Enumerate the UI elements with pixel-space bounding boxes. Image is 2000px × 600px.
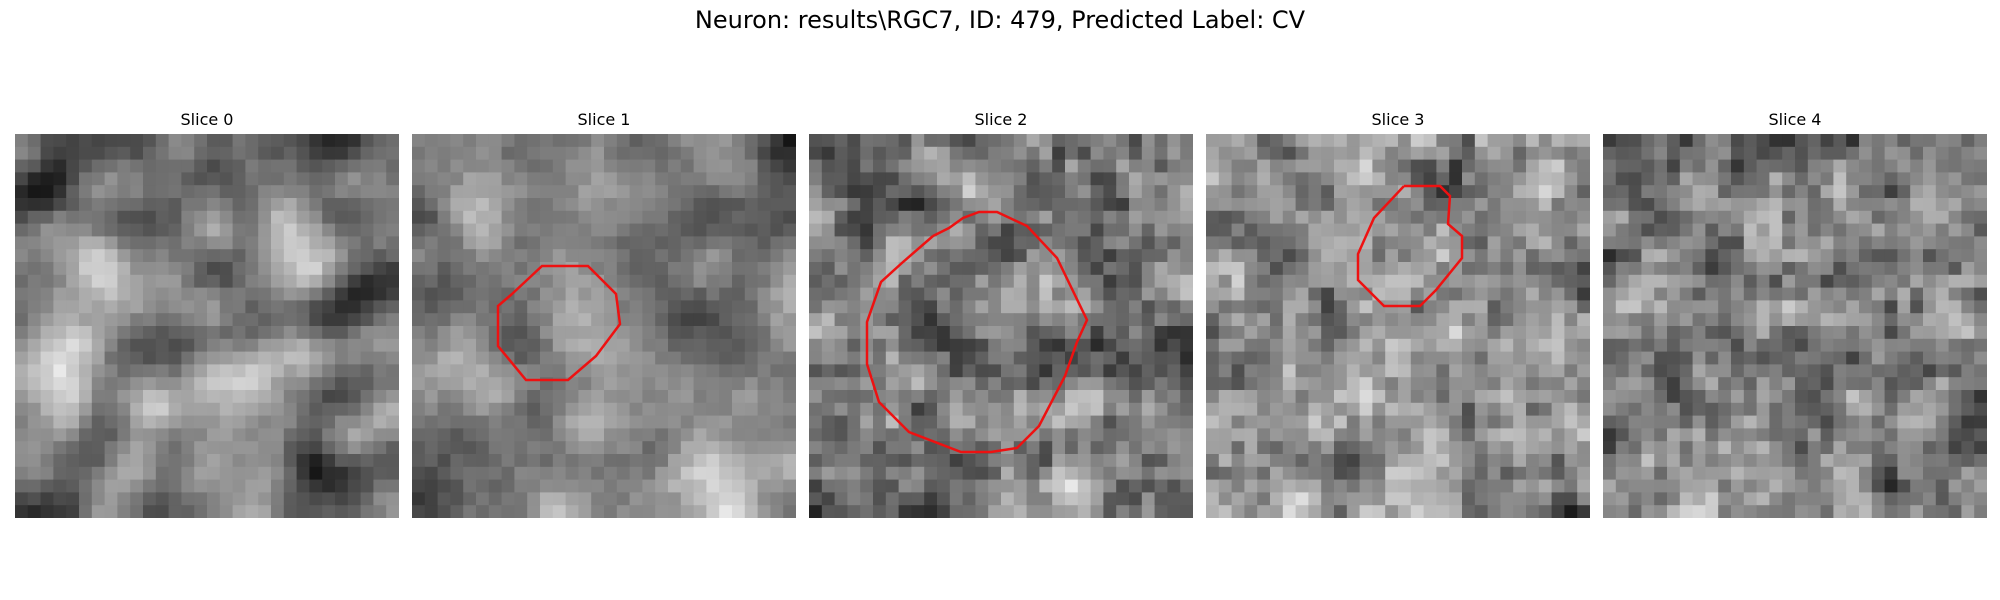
- figure-title: Neuron: results\RGC7, ID: 479, Predicted…: [694, 6, 1306, 34]
- slice-panel-0: Slice 0: [15, 108, 399, 518]
- slice-image: [1603, 134, 1987, 518]
- slice-image: [1206, 134, 1590, 518]
- slice-title: Slice 1: [577, 110, 631, 129]
- slice-title: Slice 4: [1768, 110, 1822, 129]
- slice-title: Slice 3: [1371, 110, 1425, 129]
- slice-panel-3: Slice 3: [1206, 108, 1590, 518]
- slice-title: Slice 2: [974, 110, 1028, 129]
- roi-contour: [865, 210, 1089, 454]
- slice-image: [809, 134, 1193, 518]
- roi-contour: [1356, 184, 1464, 308]
- slice-image: [15, 134, 399, 518]
- slice-image: [412, 134, 796, 518]
- roi-contour: [496, 264, 622, 382]
- slice-title: Slice 0: [180, 110, 234, 129]
- slice-panel-4: Slice 4: [1603, 108, 1987, 518]
- slice-panel-1: Slice 1: [412, 108, 796, 518]
- slice-panel-2: Slice 2: [809, 108, 1193, 518]
